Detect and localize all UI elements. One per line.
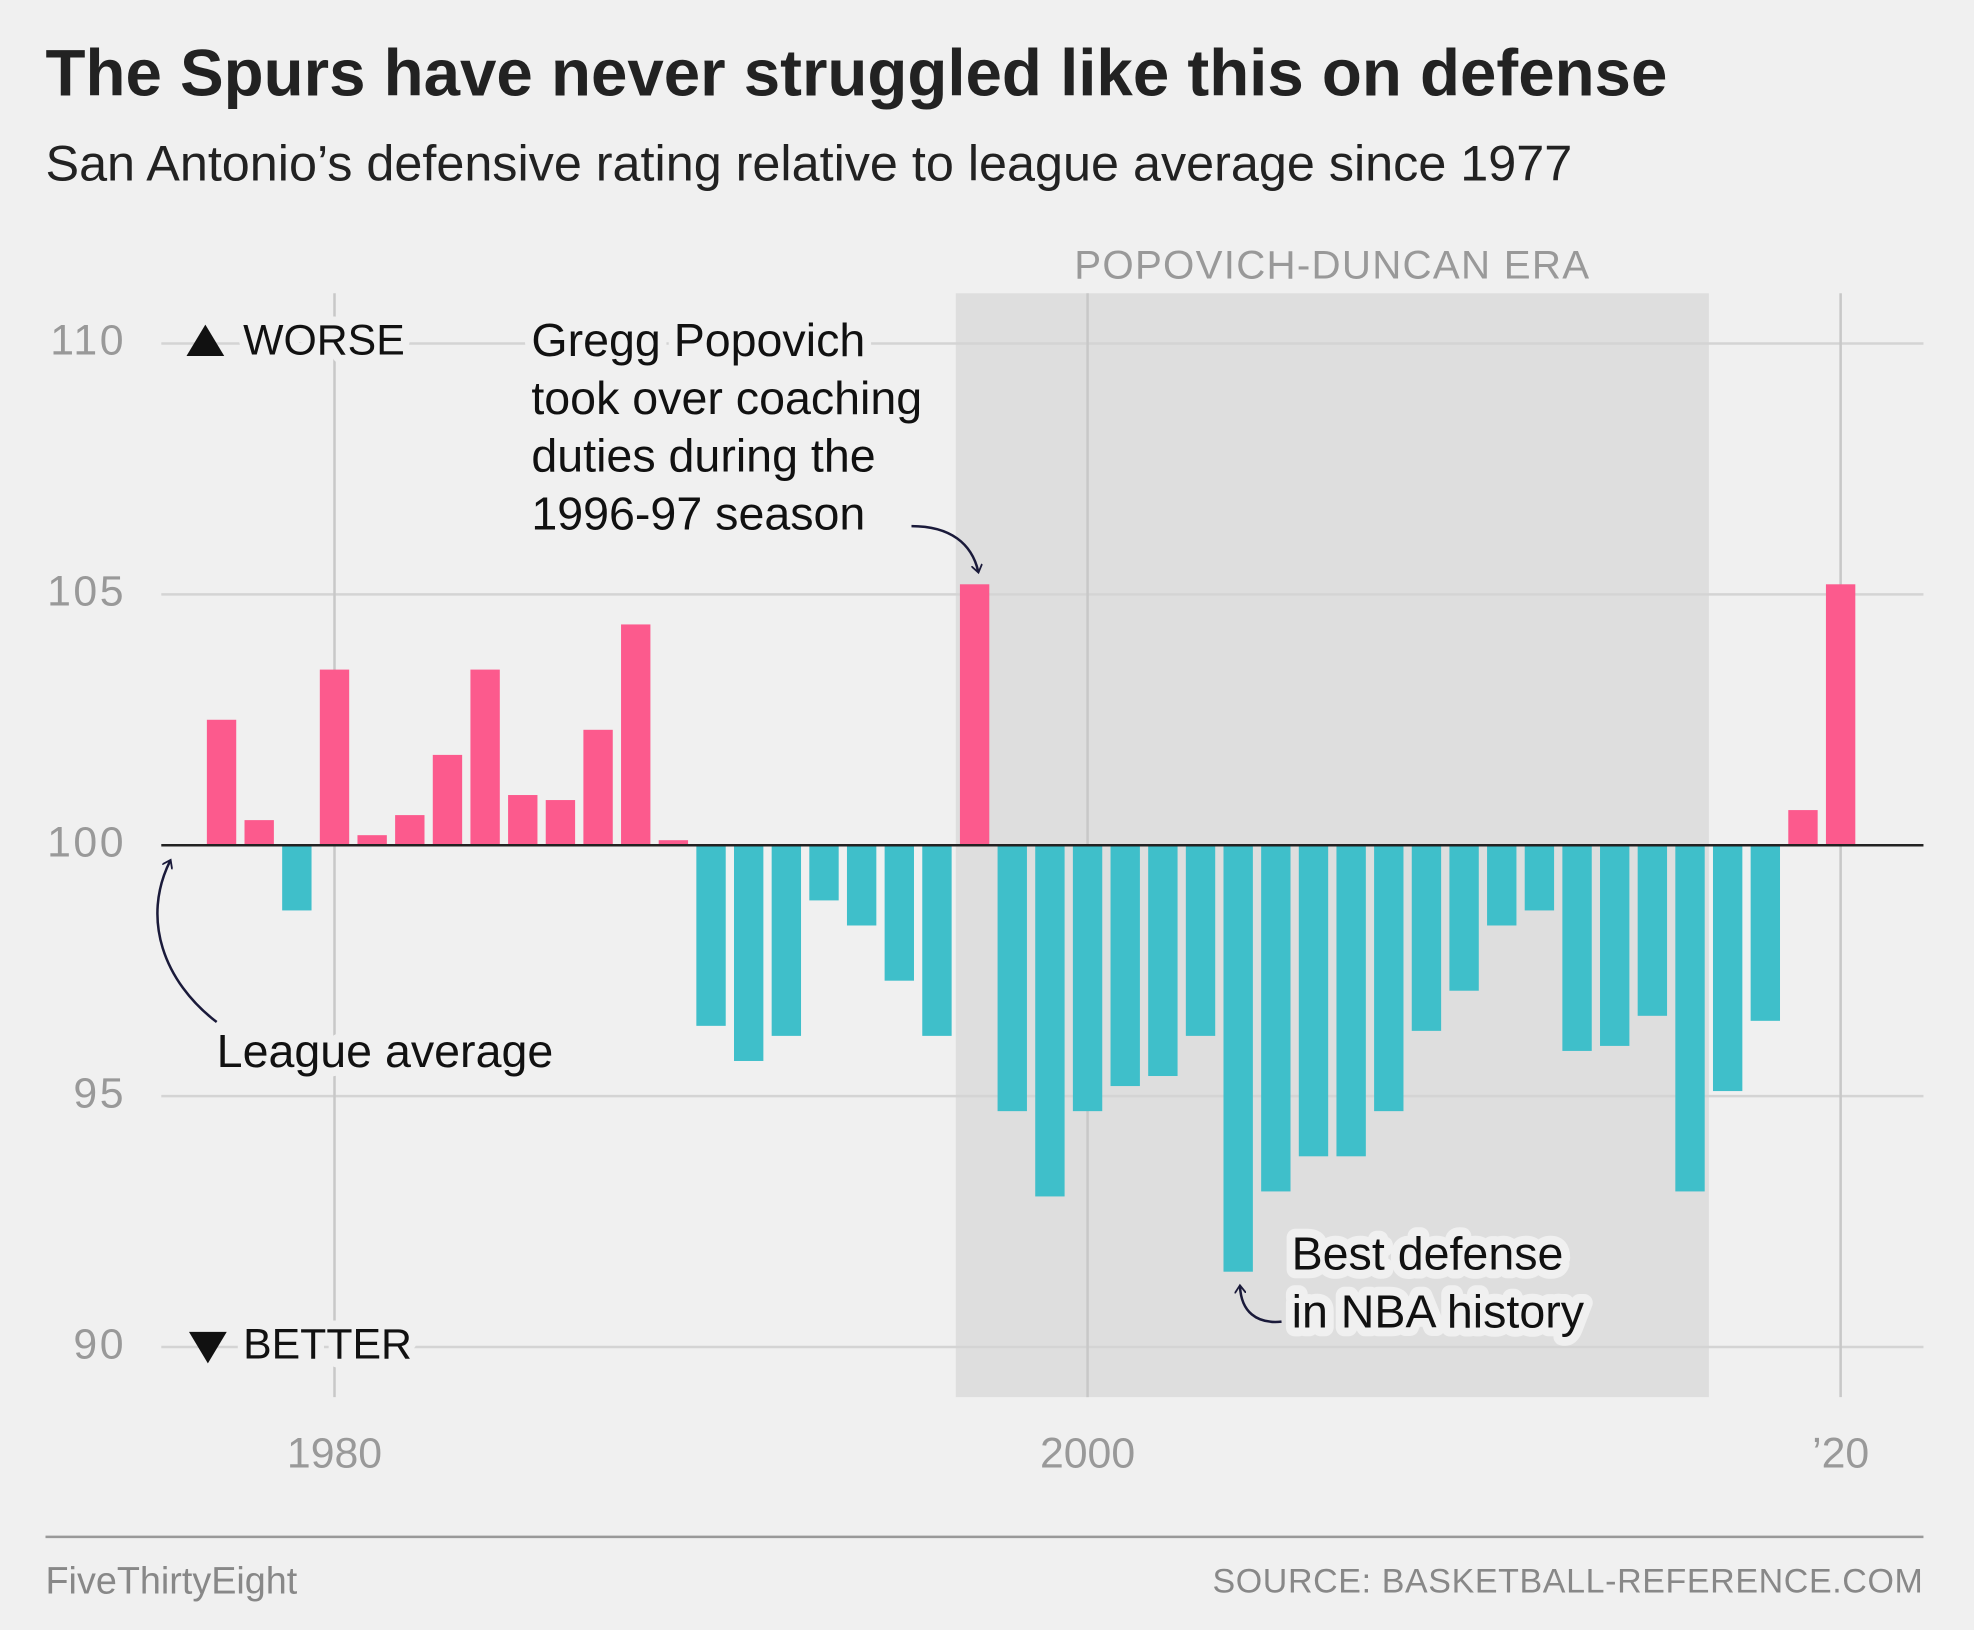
annotation: took over coaching: [531, 372, 922, 424]
direction-label: BETTER: [243, 1320, 412, 1368]
bar: [1298, 845, 1329, 1157]
bar: [395, 815, 425, 846]
bar: [771, 845, 802, 1036]
bar: [1600, 845, 1630, 1046]
bar: [1524, 845, 1555, 911]
y-tick-label: 100: [47, 819, 126, 867]
bar: [809, 845, 839, 901]
y-tick-label: 90: [73, 1320, 126, 1368]
bar: [1148, 845, 1178, 1077]
annotation-arrow: [1240, 1286, 1282, 1324]
bar: [846, 845, 877, 926]
bar: [1185, 845, 1216, 1036]
direction-label: WORSE: [243, 317, 405, 365]
bar: [1072, 845, 1103, 1112]
bar: [1750, 845, 1781, 1021]
annotation: duties during the: [531, 430, 875, 482]
annotation-arrow: [156, 861, 218, 1024]
down-triangle: [188, 1331, 227, 1364]
annotation: 1996-97 season: [531, 488, 865, 540]
bar: [1712, 845, 1743, 1092]
bar: [470, 669, 500, 846]
up-triangle: [186, 324, 225, 357]
bar: [1110, 845, 1140, 1087]
footer-brand: FiveThirtyEight: [46, 1560, 298, 1602]
y-tick-label: 95: [73, 1069, 126, 1117]
y-tick-label: 110: [50, 317, 126, 365]
era-label: POPOVICH-DUNCAN ERA: [1074, 243, 1590, 288]
bar: [1637, 845, 1668, 1016]
annotation: Gregg Popovich: [531, 314, 865, 366]
annotation: in NBA history: [1292, 1286, 1585, 1338]
annotation: League average: [217, 1025, 554, 1077]
bar: [1411, 845, 1442, 1031]
bar: [658, 840, 689, 846]
bar: [545, 800, 576, 846]
annotation-arrow: [911, 524, 978, 571]
annotation: Best defense: [1292, 1228, 1564, 1280]
bar: [1788, 810, 1818, 846]
x-tick-label: 1980: [287, 1430, 382, 1478]
bar: [282, 845, 312, 911]
bar: [1562, 845, 1592, 1051]
bar: [997, 845, 1027, 1112]
bar: [319, 669, 350, 846]
bar: [357, 835, 387, 846]
bar: [1675, 845, 1705, 1192]
bar: [922, 845, 952, 1036]
bar: [583, 729, 613, 846]
bar: [696, 845, 726, 1026]
y-tick-label: 105: [47, 568, 126, 616]
bar: [1261, 845, 1291, 1192]
bar: [206, 719, 237, 846]
bar: [1487, 845, 1517, 926]
x-tick-label: 2000: [1040, 1430, 1135, 1478]
bar: [508, 795, 538, 846]
bar: [244, 820, 274, 846]
bar: [1035, 845, 1065, 1197]
bar: [884, 845, 914, 981]
bar: [734, 845, 764, 1061]
footer-source: SOURCE: BASKETBALL-REFERENCE.COM: [1212, 1562, 1923, 1600]
bar: [1336, 845, 1366, 1157]
chart-title: The Spurs have never struggled like this…: [46, 36, 1668, 109]
bar: [1223, 845, 1253, 1272]
bar: [1825, 584, 1856, 846]
bar: [621, 624, 651, 846]
plot-area: POPOVICH-DUNCAN ERA 90 95 100 105 110 1980 2000…: [47, 243, 1924, 1478]
bar: [1449, 845, 1479, 991]
bar: [1374, 845, 1404, 1112]
bar: [432, 754, 463, 846]
bar: [959, 584, 990, 846]
x-tick-label: ’20: [1812, 1430, 1869, 1478]
chart-subtitle: San Antonio’s defensive rating relative …: [46, 135, 1573, 192]
